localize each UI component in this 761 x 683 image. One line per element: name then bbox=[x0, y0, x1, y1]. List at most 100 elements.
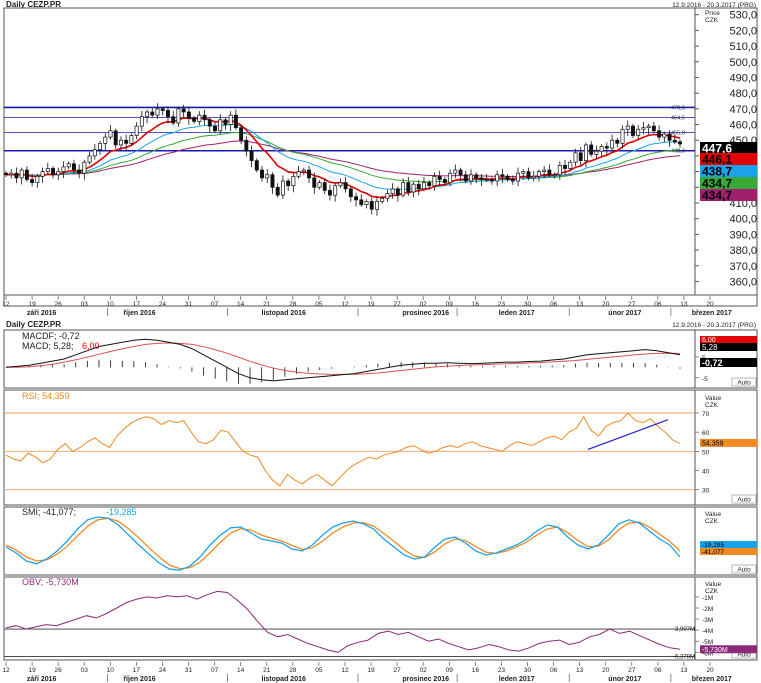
candle-body bbox=[87, 155, 92, 163]
candle-body bbox=[160, 108, 165, 111]
price-x-axis-month-label: říjen 2016 bbox=[123, 310, 155, 317]
indicator-x-axis-tick-label: 27 bbox=[628, 667, 636, 674]
candle-body bbox=[4, 172, 8, 176]
candle-body bbox=[573, 152, 578, 163]
indicator-x-axis-month-label: únor 2017 bbox=[608, 676, 641, 683]
smi-line bbox=[5, 516, 681, 571]
rsi-currency-label: CZK bbox=[705, 402, 719, 409]
candle-body bbox=[223, 119, 228, 125]
rsi-y-tick-label: 40 bbox=[702, 469, 710, 476]
candle-body bbox=[568, 161, 573, 169]
indicator-x-axis-month-label: září 2016 bbox=[27, 676, 57, 683]
candle-body bbox=[166, 110, 170, 118]
candle-body bbox=[260, 169, 264, 179]
price-y-tick-label: 520,0 bbox=[729, 25, 757, 37]
macd-label-1: MACDF; -0,72 bbox=[22, 331, 80, 341]
candle-body bbox=[469, 174, 473, 182]
candle-body bbox=[244, 139, 249, 152]
price-x-axis-tick-label: 03 bbox=[81, 301, 89, 308]
price-y-tick-label: 400,0 bbox=[729, 214, 757, 226]
indicator-x-axis-tick-label: 12 bbox=[341, 667, 349, 674]
indicator-x-axis-tick-label: 05 bbox=[315, 667, 323, 674]
candle-body bbox=[92, 149, 97, 157]
candle-body bbox=[14, 172, 19, 179]
obv-value-tag bbox=[700, 645, 757, 654]
price-value-tag bbox=[700, 177, 757, 189]
candle-body bbox=[359, 199, 364, 205]
candle-body bbox=[411, 183, 416, 193]
candle-body bbox=[479, 177, 484, 180]
indicator-x-axis-tick-label: 24 bbox=[159, 667, 167, 674]
macd-tag bbox=[700, 343, 757, 351]
price-y-tick-label: 360,0 bbox=[729, 276, 757, 288]
macd-label-2: MACD; 5,28; bbox=[22, 341, 74, 351]
rsi-auto-button bbox=[731, 494, 757, 504]
rsi-line bbox=[5, 412, 681, 487]
candle-body bbox=[375, 201, 379, 210]
price-value-tag bbox=[700, 189, 757, 201]
rsi-y-tick-label: 30 bbox=[702, 488, 710, 495]
price-x-axis-tick-label: 21 bbox=[263, 301, 271, 308]
candle-body bbox=[139, 116, 144, 127]
indicator-x-axis-tick-label: 10 bbox=[107, 667, 115, 674]
indicator-x-axis-month-label: prosinec 2016 bbox=[402, 676, 449, 683]
indicator-x-axis-tick-label: 31 bbox=[185, 667, 193, 674]
rsi-value-tag bbox=[700, 438, 757, 447]
smi-value-tag bbox=[700, 541, 757, 548]
candle-body bbox=[495, 174, 500, 182]
candle-body bbox=[505, 175, 510, 180]
candle-body bbox=[286, 180, 291, 187]
obv-line bbox=[5, 590, 681, 653]
price-y-tick-label: 510,0 bbox=[729, 41, 757, 53]
candle-body bbox=[307, 169, 311, 179]
candle-body bbox=[615, 139, 620, 144]
indicator-x-axis-tick-label: 23 bbox=[498, 667, 506, 674]
price-value-tag bbox=[700, 153, 757, 165]
price-x-axis-tick-label: 31 bbox=[185, 301, 193, 308]
price-x-axis-tick-label: 26 bbox=[55, 301, 63, 308]
candle-body bbox=[9, 172, 14, 176]
support-resistance-label: 443,3 bbox=[671, 149, 685, 155]
support-resistance-label: 455,0 bbox=[671, 130, 685, 136]
macd-line bbox=[5, 338, 681, 382]
candle-body bbox=[98, 143, 103, 150]
candle-body bbox=[599, 146, 604, 152]
candle-body bbox=[186, 111, 191, 119]
smi-signal-tag bbox=[700, 548, 757, 555]
indicator-x-axis-tick-label: 09 bbox=[446, 667, 454, 674]
rsi-value-tag-label: 54,359 bbox=[702, 440, 724, 447]
candle-body bbox=[113, 130, 118, 146]
candle-body bbox=[589, 144, 594, 155]
price-x-axis-tick-label: 27 bbox=[628, 301, 636, 308]
rsi-y-tick-label: 50 bbox=[702, 449, 710, 456]
candle-body bbox=[563, 164, 568, 169]
obv-unit-label: Value bbox=[705, 581, 722, 588]
candle-body bbox=[322, 182, 327, 191]
obv-y-tick-label: -5M bbox=[702, 639, 713, 646]
smi-signal-tag-label: -41,077 bbox=[702, 549, 724, 556]
indicator-x-axis-tick-label: 16 bbox=[472, 667, 480, 674]
candle-body bbox=[531, 175, 536, 179]
candle-body bbox=[442, 179, 447, 183]
candle-body bbox=[150, 111, 155, 116]
candle-body bbox=[71, 163, 76, 171]
candle-body bbox=[312, 177, 317, 188]
candle-body bbox=[364, 201, 369, 205]
candle-body bbox=[213, 125, 217, 132]
candle-body bbox=[145, 111, 150, 118]
macd-signal-tag-label: 6,00 bbox=[702, 337, 716, 344]
candle-body bbox=[19, 169, 24, 179]
candle-body bbox=[489, 179, 494, 182]
candle-body bbox=[641, 127, 646, 130]
price-y-tick-label: 480,0 bbox=[729, 88, 757, 100]
price-x-axis-tick-label: 16 bbox=[472, 301, 480, 308]
price-x-axis-tick-label: 23 bbox=[498, 301, 506, 308]
price-value-tag-label: 434,7 bbox=[702, 177, 732, 191]
rsi-auto-label: Auto bbox=[737, 497, 751, 504]
candle-body bbox=[327, 190, 332, 196]
candle-body bbox=[207, 119, 212, 127]
candle-body bbox=[672, 139, 677, 143]
candle-body bbox=[385, 193, 390, 199]
candle-body bbox=[521, 171, 526, 174]
candle-body bbox=[118, 139, 123, 146]
